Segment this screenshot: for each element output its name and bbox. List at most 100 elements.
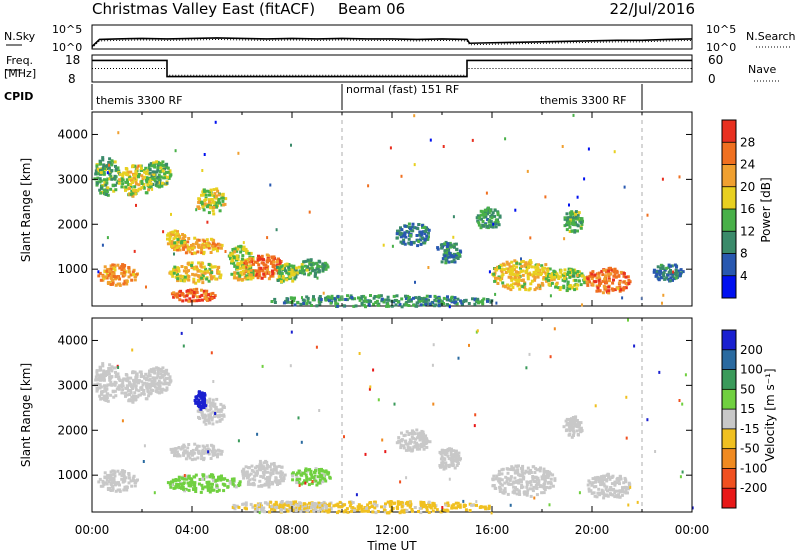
velocity-cell: [592, 491, 596, 495]
velocity-cell: [181, 485, 185, 489]
power-cell: [419, 303, 423, 307]
power-cell: [392, 300, 396, 304]
velocity-cell: [121, 378, 125, 382]
velocity-cell: [188, 484, 192, 488]
velocity-cell: [543, 478, 547, 482]
power-cell: [108, 170, 112, 173]
velocity-cell: [246, 482, 250, 486]
velocity-cell: [325, 508, 329, 512]
velocity-cell: [107, 480, 111, 484]
power-cell: [113, 183, 117, 187]
velocity-cell: [574, 415, 578, 419]
velocity-cell: [579, 421, 583, 425]
velocity-cell: [162, 382, 166, 386]
power-cell: [212, 212, 216, 216]
velocity-cell: [599, 477, 603, 481]
velocity-cell: [131, 398, 135, 402]
power-cell: [110, 159, 114, 163]
velocity-cell: [197, 390, 201, 394]
power-cell: [251, 269, 255, 273]
velocity-cell: [273, 479, 277, 483]
power-cell: [148, 163, 151, 167]
power-cell: [367, 184, 370, 188]
velocity-cell: [105, 475, 109, 479]
velocity-cell: [519, 466, 523, 470]
velocity-cell: [241, 471, 245, 475]
velocity-cell: [446, 501, 450, 505]
velocity-cell: [207, 450, 210, 454]
velocity-cell: [220, 408, 224, 412]
velocity-cell: [229, 480, 232, 483]
power-cell: [288, 275, 292, 279]
power-cell: [613, 150, 616, 154]
power-cell: [505, 260, 509, 264]
power-cell: [199, 269, 203, 273]
velocity-cell: [129, 391, 133, 395]
power-cell: [477, 301, 480, 305]
power-cell: [496, 276, 500, 280]
power-cell: [533, 276, 537, 280]
velocity-cell: [350, 509, 353, 513]
power-cell: [133, 278, 137, 282]
velocity-cell: [429, 506, 433, 510]
power-cell: [126, 171, 130, 175]
power-cell: [236, 271, 240, 275]
power-cell: [588, 280, 592, 284]
velocity-cell: [625, 436, 628, 440]
power-cell: [550, 281, 554, 285]
power-cell: [183, 243, 187, 247]
velocity-cell: [318, 503, 322, 507]
power-cell: [219, 273, 223, 277]
velocity-cell: [442, 465, 445, 469]
velocity-cell: [419, 433, 423, 437]
power-cell: [190, 290, 194, 294]
power-cell: [231, 258, 235, 262]
power-cell: [617, 274, 621, 278]
power-cell: [316, 276, 319, 280]
velocity-cell: [263, 470, 267, 473]
power-colorbar-tick-label: 16: [740, 202, 755, 216]
power-cell: [303, 264, 307, 268]
power-cell: [652, 270, 656, 274]
velocity-cell: [193, 442, 197, 446]
velocity-cell: [528, 487, 532, 491]
velocity-cell: [206, 486, 210, 490]
power-cell: [427, 235, 430, 239]
power-cell: [674, 268, 678, 272]
power-cell: [479, 213, 483, 217]
power-cell: [201, 190, 205, 194]
power-cell: [500, 274, 504, 278]
velocity-cell: [111, 487, 115, 491]
velocity-cell: [231, 479, 235, 483]
velocity-cell: [118, 379, 122, 383]
power-cell: [576, 283, 580, 287]
power-cell: [267, 270, 271, 274]
velocity-cell: [249, 502, 253, 506]
velocity-cell: [148, 377, 152, 381]
velocity-cell: [219, 402, 223, 406]
velocity-cell: [512, 489, 516, 493]
power-cell: [607, 266, 611, 270]
power-cell: [427, 231, 430, 235]
power-cell: [180, 241, 183, 245]
power-cell: [518, 262, 522, 266]
power-cell: [411, 222, 415, 226]
velocity-cell: [534, 483, 538, 487]
velocity-cell: [220, 417, 224, 421]
velocity-colorbar-tick-label: -50: [740, 442, 760, 456]
velocity-cell: [268, 465, 272, 469]
velocity-cell: [374, 511, 378, 515]
velocity-cell: [324, 479, 328, 483]
power-cell: [127, 183, 131, 186]
velocity-cell: [207, 452, 211, 456]
power-cell: [263, 274, 267, 278]
power-cell: [484, 208, 488, 212]
velocity-cell: [257, 484, 261, 488]
power-cell: [209, 264, 213, 268]
power-cell: [99, 191, 103, 195]
power-cell: [193, 236, 197, 240]
power-cell: [454, 300, 458, 304]
power-cell: [576, 270, 580, 273]
power-cell: [309, 260, 313, 264]
power-cell: [201, 276, 205, 280]
